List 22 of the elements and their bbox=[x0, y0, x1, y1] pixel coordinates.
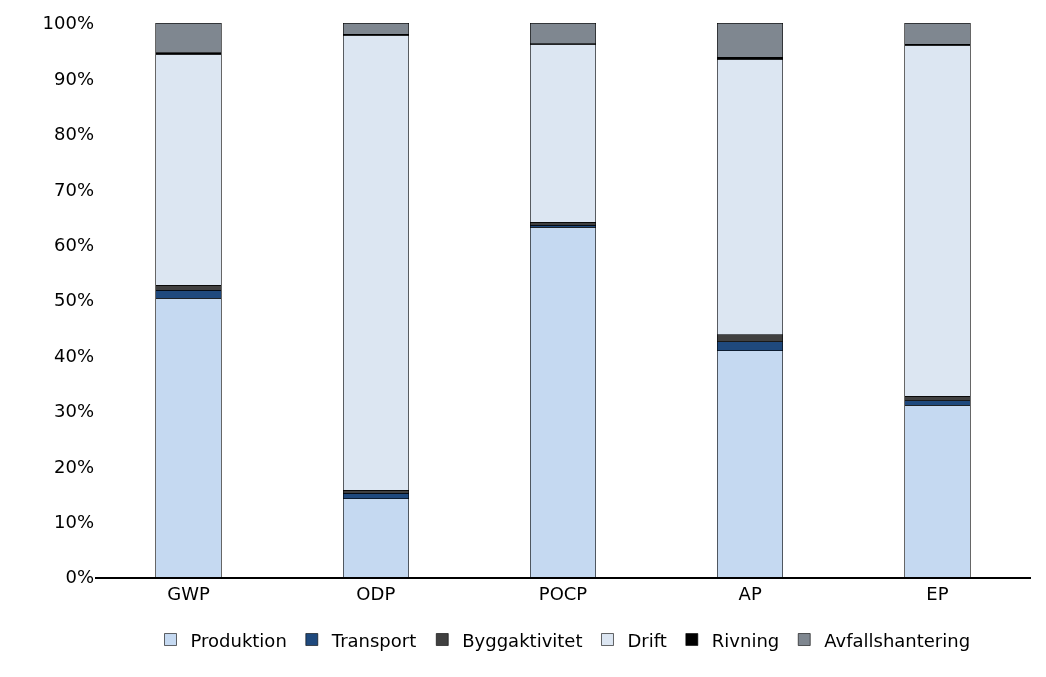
x-tick-label: AP bbox=[738, 583, 762, 605]
y-tick-label: 10% bbox=[53, 510, 94, 532]
y-tick-label: 60% bbox=[53, 233, 94, 255]
legend-label: Produktion bbox=[190, 629, 287, 651]
y-tick-label: 0% bbox=[65, 566, 94, 588]
y-tick-label: 20% bbox=[53, 455, 94, 477]
legend-label: Transport bbox=[330, 629, 417, 651]
legend-label: Rivning bbox=[711, 629, 780, 651]
y-tick-label: 80% bbox=[53, 123, 94, 145]
y-tick-label: 50% bbox=[53, 289, 94, 311]
y-tick-label: 40% bbox=[53, 344, 94, 366]
x-tick-label: EP bbox=[926, 583, 949, 605]
legend-label: Drift bbox=[627, 629, 667, 651]
y-tick-label: 90% bbox=[53, 67, 94, 89]
y-tick-label: 30% bbox=[53, 400, 94, 422]
legend-label: Avfallshantering bbox=[824, 629, 971, 651]
legend-label: Byggaktivitet bbox=[462, 629, 583, 651]
x-tick-label: POCP bbox=[538, 583, 588, 605]
y-tick-label: 70% bbox=[53, 178, 94, 200]
x-tick-label: ODP bbox=[356, 583, 396, 605]
x-tick-label: GWP bbox=[167, 583, 211, 605]
y-tick-label: 100% bbox=[42, 12, 94, 34]
